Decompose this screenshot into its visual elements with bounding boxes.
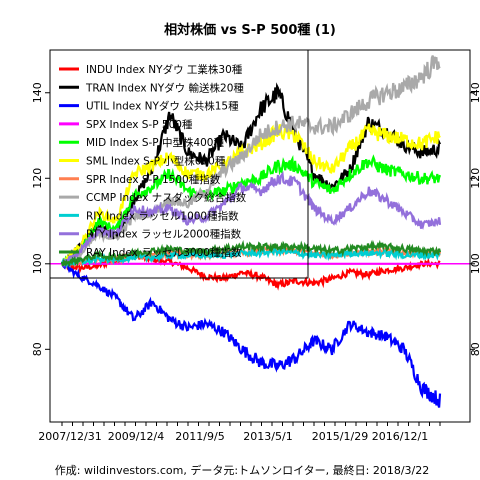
y-tick-label-right-1: 100 [469,253,480,274]
y-tick-label-left-0: 80 [31,342,44,356]
x-tick-label-2: 2011/9/5 [175,430,224,443]
y-tick-label-right-0: 80 [469,342,480,356]
legend-items: INDU Index NYダウ 工業株30種 TRAN Index NYダウ 輸送… [59,63,247,259]
axis-layer: 80 80 100 100 120 120 140 140 2007/12/31 2009/12/… [31,82,480,443]
series-line-0 [60,248,441,291]
series-layer [50,55,470,408]
series-line-4 [61,154,442,266]
legend-label-6: SPR Index S-P 1500種指数 [86,173,221,186]
series-line-1 [61,82,441,266]
legend-label-9: RTY Index ラッセル2000種指数 [86,228,242,241]
legend: INDU Index NYダウ 工業株30種 TRAN Index NYダウ 輸送… [49,49,309,279]
x-tick-label-0: 2007/12/31 [38,430,101,443]
y-tick-label-right-3: 140 [469,82,480,103]
series-line-8 [60,245,441,269]
legend-label-7: CCMP Index ナスダック総合指数 [86,191,247,204]
y-tick-label-left-3: 140 [31,82,44,103]
legend-label-10: RAY Index ラッセル3000種指数 [86,246,242,259]
x-tick-label-5: 2016/12/1 [372,430,428,443]
legend-label-2: UTIL Index NYダウ 公共株15種 [86,100,239,113]
legend-label-4: MID Index S-P 中型株400種 [86,136,224,149]
legend-label-3: SPX Index S-P 500種 [86,118,193,131]
chart-title: 相対株価 vs S-P 500種 (1) [164,22,336,38]
legend-label-0: INDU Index NYダウ 工業株30種 [86,63,243,76]
x-tick-label-3: 2013/5/1 [243,430,292,443]
legend-box [49,49,309,279]
x-tick-label-4: 2015/1/29 [312,430,368,443]
series-line-2 [60,261,442,408]
y-tick-label-left-2: 120 [31,168,44,189]
y-tick-label-left-1: 100 [31,253,44,274]
legend-label-1: TRAN Index NYダウ 輸送株20種 [85,81,244,94]
legend-label-8: RIY Index ラッセル1000種指数 [86,209,239,222]
x-tick-label-1: 2009/12/4 [108,430,164,443]
series-line-9 [61,170,442,269]
legend-label-5: SML Index S-P 小型株600種 [86,155,226,168]
series-line-7 [61,55,441,266]
y-tick-label-right-2: 120 [469,168,480,189]
chart-caption: 作成: wildinvestors.com, データ元:トムソンロイター, 最終… [55,463,429,477]
series-line-10 [60,239,442,268]
